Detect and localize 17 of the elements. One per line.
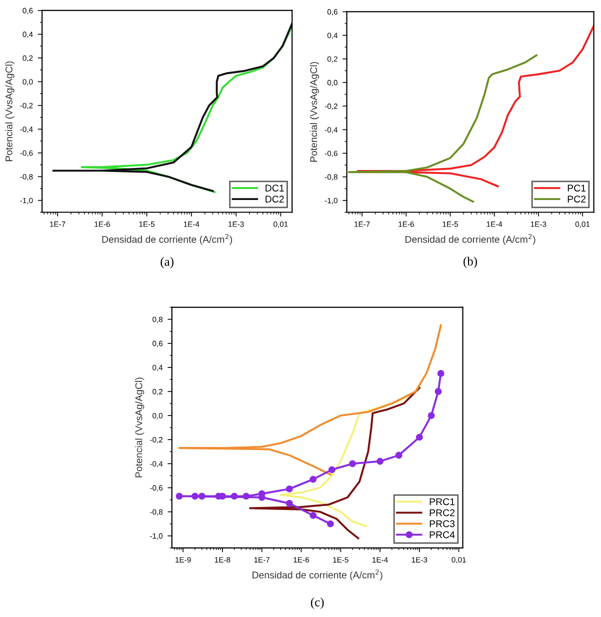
y-axis-title: Potencial (VvsAg/AgCl): [310, 62, 320, 162]
legend-label: PC1: [568, 184, 586, 192]
x-axis-title: Densidad de corriente (A/cm$^{2}$): [252, 570, 382, 580]
y-axis-title: Potencial (VvsAg/AgCl): [5, 61, 14, 162]
legend-label: DC2: [266, 196, 284, 203]
text: (b): [464, 256, 478, 268]
x-axis-title: Densidad de corriente (A/cm$^{2}$): [102, 234, 232, 245]
legend-label: PRC4: [430, 531, 455, 538]
text: (c): [310, 598, 324, 609]
legend-label: PRC1: [430, 498, 455, 506]
x-axis-title: Densidad de corriente (A/cm$^{2}$): [406, 234, 536, 245]
text: (a): [160, 257, 174, 268]
legend-label: PC2: [568, 196, 586, 203]
legend-label: PRC3: [430, 520, 455, 528]
legend-label: PRC2: [430, 509, 455, 516]
y-axis-title: Potencial (VvsAg/AgCl): [135, 378, 144, 478]
legend-label: DC1: [266, 184, 284, 192]
